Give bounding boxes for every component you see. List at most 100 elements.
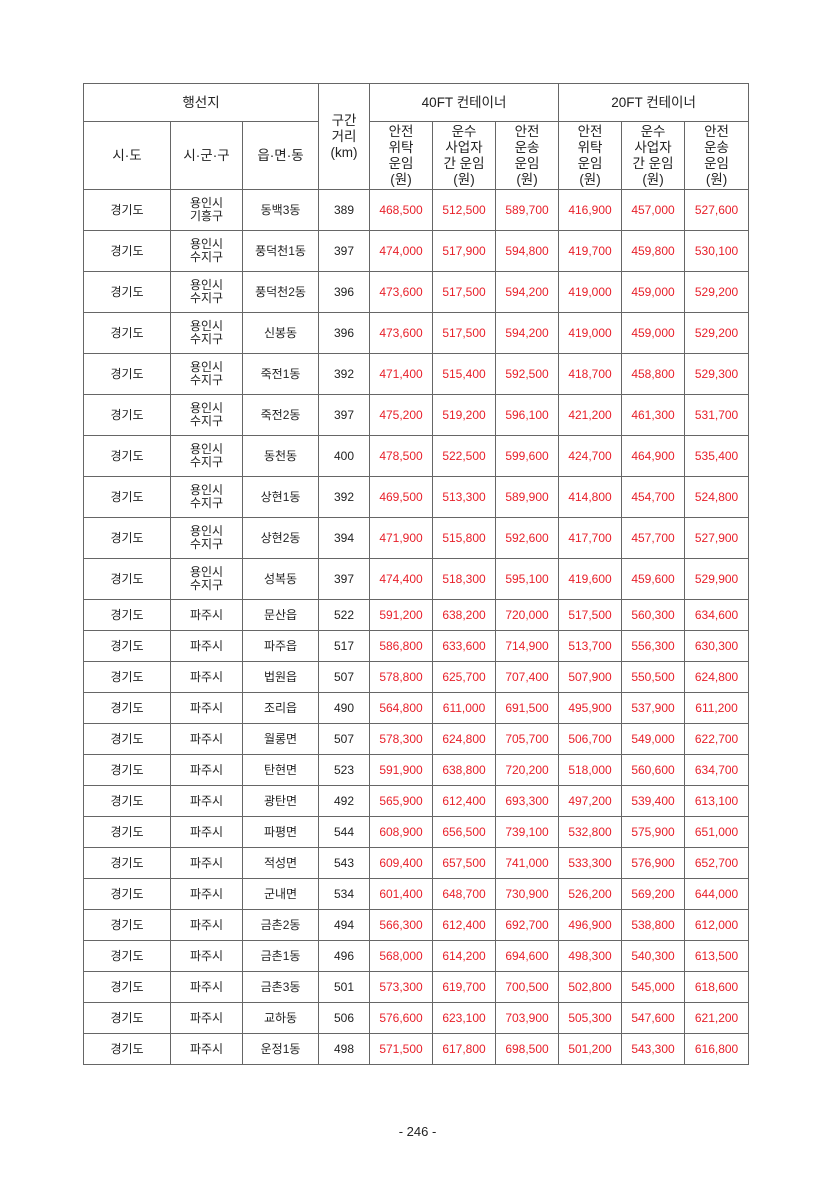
cell-40ft-transport-rate: 698,500 — [495, 1033, 560, 1065]
cell-40ft-consignment-rate: 591,900 — [369, 754, 434, 786]
cell-sido: 경기도 — [83, 909, 171, 941]
cell-20ft-carrier-rate: 569,200 — [621, 878, 686, 910]
cell-distance: 534 — [318, 878, 371, 910]
table-row: 경기도 파주시 교하동 506 576,600 623,100 703,900 505,300… — [83, 1002, 750, 1034]
table-row: 경기도 파주시 법원읍 507 578,800 625,700 707,400 507,900… — [83, 661, 750, 693]
cell-sido: 경기도 — [83, 517, 171, 559]
cell-distance: 389 — [318, 189, 371, 231]
cell-distance: 392 — [318, 476, 371, 518]
cell-20ft-consignment-rate: 421,200 — [558, 394, 623, 436]
cell-20ft-transport-rate: 624,800 — [684, 661, 750, 693]
cell-20ft-transport-rate: 616,800 — [684, 1033, 750, 1065]
cell-40ft-transport-rate: 691,500 — [495, 692, 560, 724]
cell-40ft-carrier-rate: 517,500 — [432, 312, 497, 354]
cell-20ft-transport-rate: 527,600 — [684, 189, 750, 231]
cell-20ft-transport-rate: 611,200 — [684, 692, 750, 724]
cell-eupmyeondong: 교하동 — [241, 1002, 320, 1034]
cell-20ft-consignment-rate: 502,800 — [558, 971, 623, 1003]
cell-distance: 396 — [318, 271, 371, 313]
header-20ft-transport-rate: 안전 운송 운임 (원) — [684, 121, 750, 190]
cell-40ft-consignment-rate: 471,400 — [369, 353, 434, 395]
cell-40ft-carrier-rate: 619,700 — [432, 971, 497, 1003]
table-row: 경기도 파주시 파주읍 517 586,800 633,600 714,900 513,700… — [83, 630, 750, 662]
table-row: 경기도 파주시 적성면 543 609,400 657,500 741,000 533,300… — [83, 847, 750, 879]
cell-distance: 506 — [318, 1002, 371, 1034]
cell-distance: 523 — [318, 754, 371, 786]
cell-40ft-transport-rate: 703,900 — [495, 1002, 560, 1034]
cell-distance: 494 — [318, 909, 371, 941]
cell-20ft-consignment-rate: 419,000 — [558, 271, 623, 313]
cell-sigungu: 파주시 — [170, 940, 243, 972]
cell-eupmyeondong: 동천동 — [241, 435, 320, 477]
cell-20ft-consignment-rate: 506,700 — [558, 723, 623, 755]
cell-20ft-carrier-rate: 454,700 — [621, 476, 686, 518]
cell-20ft-consignment-rate: 419,000 — [558, 312, 623, 354]
cell-20ft-carrier-rate: 560,300 — [621, 599, 686, 631]
cell-40ft-consignment-rate: 591,200 — [369, 599, 434, 631]
cell-20ft-transport-rate: 644,000 — [684, 878, 750, 910]
cell-20ft-carrier-rate: 575,900 — [621, 816, 686, 848]
cell-40ft-carrier-rate: 624,800 — [432, 723, 497, 755]
cell-40ft-carrier-rate: 625,700 — [432, 661, 497, 693]
cell-40ft-transport-rate: 720,200 — [495, 754, 560, 786]
cell-20ft-transport-rate: 529,200 — [684, 271, 750, 313]
cell-sido: 경기도 — [83, 312, 171, 354]
cell-40ft-transport-rate: 694,600 — [495, 940, 560, 972]
cell-distance: 517 — [318, 630, 371, 662]
cell-20ft-carrier-rate: 576,900 — [621, 847, 686, 879]
table-row: 경기도 파주시 탄현면 523 591,900 638,800 720,200 518,000… — [83, 754, 750, 786]
cell-eupmyeondong: 군내면 — [241, 878, 320, 910]
cell-sigungu: 파주시 — [170, 599, 243, 631]
cell-40ft-carrier-rate: 657,500 — [432, 847, 497, 879]
cell-20ft-transport-rate: 634,700 — [684, 754, 750, 786]
cell-sigungu: 파주시 — [170, 723, 243, 755]
cell-20ft-transport-rate: 652,700 — [684, 847, 750, 879]
cell-20ft-consignment-rate: 419,700 — [558, 230, 623, 272]
cell-40ft-carrier-rate: 518,300 — [432, 558, 497, 600]
cell-20ft-consignment-rate: 507,900 — [558, 661, 623, 693]
cell-distance: 400 — [318, 435, 371, 477]
cell-40ft-consignment-rate: 578,300 — [369, 723, 434, 755]
table-row: 경기도 용인시 수지구 상현2동 394 471,900 515,800 592,600 41… — [83, 517, 750, 559]
table-row: 경기도 용인시 수지구 신봉동 396 473,600 517,500 594,200 419… — [83, 312, 750, 354]
cell-40ft-carrier-rate: 614,200 — [432, 940, 497, 972]
cell-sigungu: 용인시 수지구 — [170, 312, 243, 354]
cell-40ft-consignment-rate: 468,500 — [369, 189, 434, 231]
cell-20ft-carrier-rate: 549,000 — [621, 723, 686, 755]
cell-sido: 경기도 — [83, 971, 171, 1003]
cell-40ft-consignment-rate: 474,000 — [369, 230, 434, 272]
cell-distance: 496 — [318, 940, 371, 972]
cell-20ft-transport-rate: 622,700 — [684, 723, 750, 755]
table-row: 경기도 용인시 기흥구 동백3동 389 468,500 512,500 589,700 41… — [83, 189, 750, 231]
cell-40ft-transport-rate: 594,200 — [495, 271, 560, 313]
cell-20ft-consignment-rate: 498,300 — [558, 940, 623, 972]
cell-eupmyeondong: 금촌2동 — [241, 909, 320, 941]
cell-40ft-carrier-rate: 617,800 — [432, 1033, 497, 1065]
cell-40ft-carrier-rate: 515,800 — [432, 517, 497, 559]
table-body: 경기도 용인시 기흥구 동백3동 389 468,500 512,500 589,700 41… — [83, 189, 750, 1065]
table-row: 경기도 파주시 문산읍 522 591,200 638,200 720,000 517,500… — [83, 599, 750, 631]
cell-distance: 397 — [318, 394, 371, 436]
cell-40ft-consignment-rate: 474,400 — [369, 558, 434, 600]
cell-eupmyeondong: 파평면 — [241, 816, 320, 848]
cell-20ft-carrier-rate: 550,500 — [621, 661, 686, 693]
cell-eupmyeondong: 조리읍 — [241, 692, 320, 724]
cell-20ft-consignment-rate: 416,900 — [558, 189, 623, 231]
cell-eupmyeondong: 운정1동 — [241, 1033, 320, 1065]
cell-distance: 397 — [318, 558, 371, 600]
cell-distance: 507 — [318, 661, 371, 693]
cell-sido: 경기도 — [83, 878, 171, 910]
header-40ft-consignment-rate: 안전 위탁 운임 (원) — [369, 121, 434, 190]
cell-20ft-consignment-rate: 517,500 — [558, 599, 623, 631]
cell-sido: 경기도 — [83, 1033, 171, 1065]
cell-20ft-consignment-rate: 419,600 — [558, 558, 623, 600]
cell-40ft-carrier-rate: 638,800 — [432, 754, 497, 786]
cell-20ft-carrier-rate: 540,300 — [621, 940, 686, 972]
cell-20ft-carrier-rate: 539,400 — [621, 785, 686, 817]
table-row: 경기도 파주시 광탄면 492 565,900 612,400 693,300 497,200… — [83, 785, 750, 817]
cell-sido: 경기도 — [83, 435, 171, 477]
cell-sigungu: 용인시 수지구 — [170, 476, 243, 518]
cell-20ft-transport-rate: 634,600 — [684, 599, 750, 631]
cell-20ft-transport-rate: 630,300 — [684, 630, 750, 662]
cell-sigungu: 용인시 수지구 — [170, 517, 243, 559]
